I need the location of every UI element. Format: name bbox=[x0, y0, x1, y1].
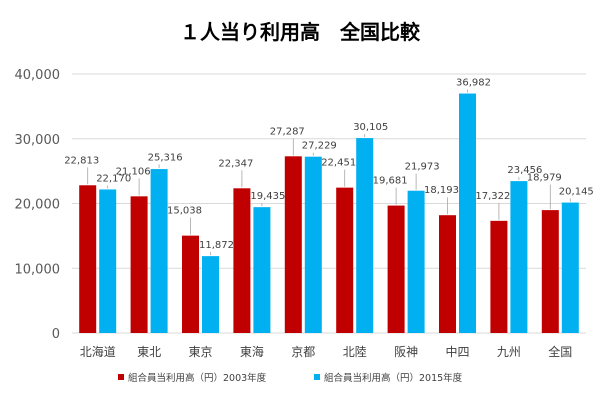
x-tick-label: 東海 bbox=[240, 344, 264, 359]
bar-2003 bbox=[490, 220, 508, 333]
bar-2003 bbox=[439, 215, 456, 333]
legend-label-2003: 組合員当利用高（円）2003年度 bbox=[128, 372, 267, 384]
data-label-2003: 18,193 bbox=[424, 185, 459, 196]
bar-2015 bbox=[459, 93, 476, 333]
bars bbox=[79, 93, 579, 333]
bar-2015 bbox=[99, 189, 117, 333]
data-label-2003: 17,322 bbox=[475, 191, 510, 202]
bar-2015 bbox=[304, 156, 322, 333]
legend: 組合員当利用高（円）2003年度 組合員当利用高（円）2015年度 bbox=[118, 372, 463, 384]
y-tick-label: 30,000 bbox=[15, 133, 61, 148]
data-label-2015: 11,872 bbox=[199, 240, 234, 251]
bar-2003 bbox=[79, 185, 97, 333]
data-label-2015: 25,316 bbox=[148, 152, 183, 163]
x-tick-label: 北陸 bbox=[343, 345, 367, 359]
data-label-2003: 27,287 bbox=[270, 126, 305, 137]
data-label-2015: 30,105 bbox=[353, 122, 388, 133]
bar-2003 bbox=[387, 205, 405, 333]
x-tick-label: 北海道 bbox=[80, 344, 116, 359]
bar-2015 bbox=[150, 169, 168, 333]
legend-label-2015: 組合員当利用高（円）2015年度 bbox=[324, 372, 463, 384]
x-tick-label: 阪神 bbox=[394, 345, 418, 359]
bar-2003 bbox=[130, 196, 148, 333]
chart-title: １人当り利用高 全国比較 bbox=[180, 20, 421, 44]
legend-marker-2003 bbox=[118, 374, 124, 380]
data-label-2003: 15,038 bbox=[167, 206, 202, 217]
y-tick-label: 20,000 bbox=[15, 198, 61, 213]
data-label-2015: 22,170 bbox=[96, 173, 131, 184]
bar-2003 bbox=[182, 235, 199, 333]
x-tick-label: 京都 bbox=[291, 345, 315, 359]
x-tick-label: 東京 bbox=[188, 345, 212, 359]
bar-2015 bbox=[561, 202, 579, 333]
x-axis: 北海道 東北 東京 東海 京都 北陸 阪神 中四 九州 全国 bbox=[80, 344, 573, 359]
data-label-2015: 23,456 bbox=[507, 165, 542, 176]
bar-2015 bbox=[202, 256, 219, 333]
label-leaders bbox=[87, 89, 571, 256]
bar-2003 bbox=[336, 187, 354, 333]
x-tick-label: 東北 bbox=[137, 345, 161, 359]
bar-2003 bbox=[233, 188, 251, 333]
data-label-2003: 22,813 bbox=[64, 155, 99, 166]
y-tick-label: 10,000 bbox=[15, 262, 61, 277]
data-label-2015: 19,435 bbox=[250, 191, 285, 202]
data-label-2015: 20,145 bbox=[559, 187, 594, 198]
bar-2015 bbox=[253, 207, 271, 333]
data-label-2015: 36,982 bbox=[456, 78, 491, 89]
y-axis: 0 10,000 20,000 30,000 40,000 bbox=[15, 68, 61, 342]
data-label-2003: 18,979 bbox=[527, 173, 562, 184]
y-tick-label: 40,000 bbox=[15, 68, 61, 83]
data-label-2003: 22,451 bbox=[321, 158, 356, 169]
gridlines bbox=[72, 73, 586, 334]
data-label-2003: 21,106 bbox=[116, 166, 151, 177]
data-label-2003: 19,681 bbox=[373, 176, 408, 187]
x-tick-label: 中四 bbox=[445, 344, 469, 359]
data-label-2015: 27,229 bbox=[302, 141, 337, 152]
data-label-2003: 22,347 bbox=[218, 158, 253, 169]
x-tick-label: 全国 bbox=[548, 344, 572, 359]
legend-marker-2015 bbox=[314, 374, 320, 380]
bar-2015 bbox=[407, 190, 425, 333]
bar-2015 bbox=[510, 181, 528, 333]
data-label-2015: 21,973 bbox=[405, 162, 440, 173]
x-tick-label: 九州 bbox=[497, 345, 521, 359]
bar-2003 bbox=[284, 156, 302, 333]
bar-2003 bbox=[541, 210, 559, 333]
bar-2015 bbox=[356, 138, 374, 333]
y-tick-label: 0 bbox=[52, 327, 60, 342]
